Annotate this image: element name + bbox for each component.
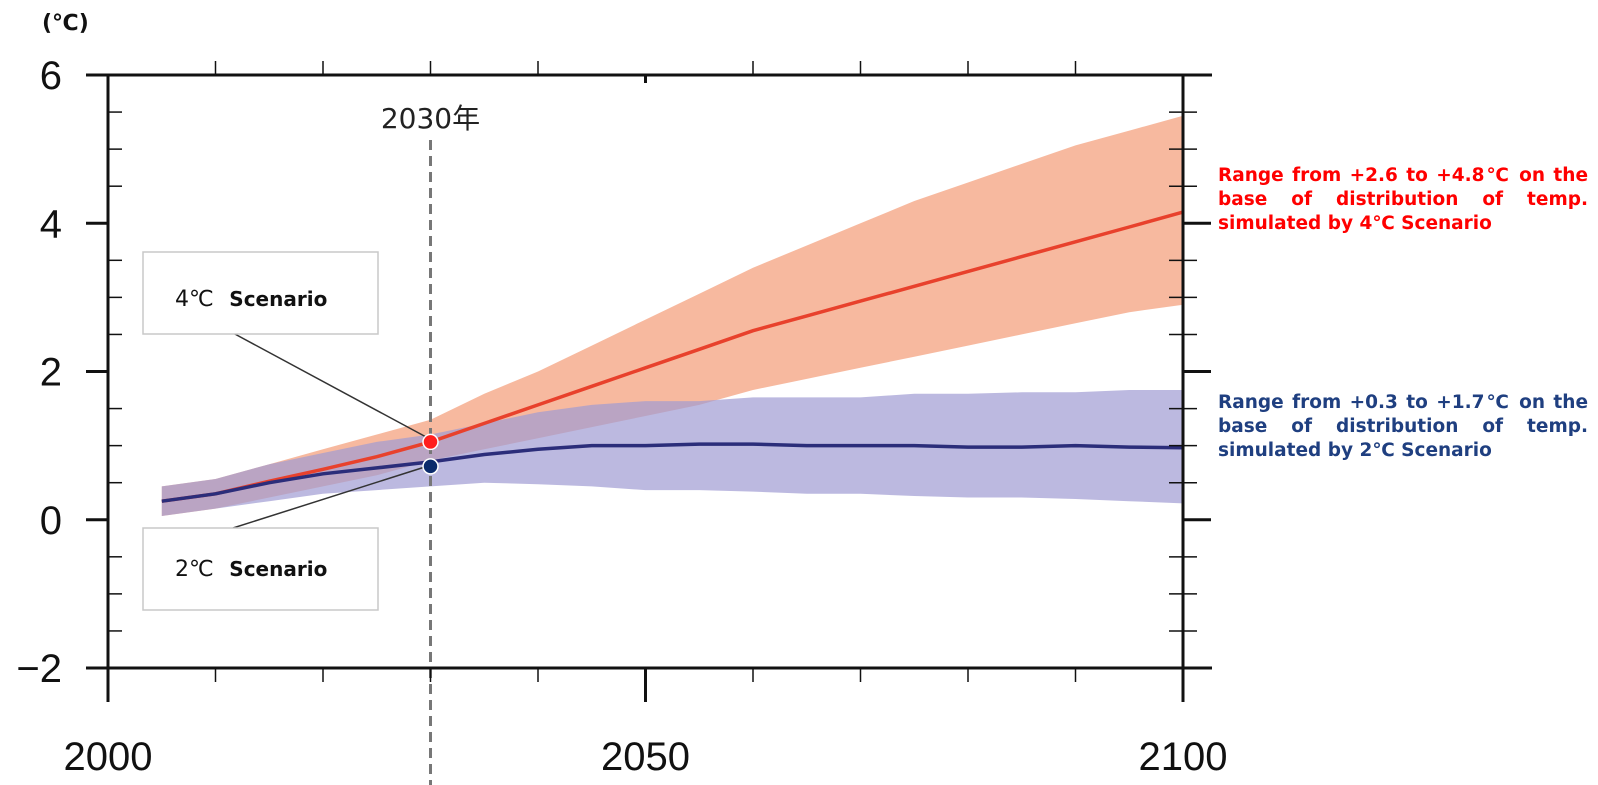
callout-leader-4c bbox=[232, 332, 429, 439]
callout-box-4c: 4℃ Scenario bbox=[142, 251, 379, 335]
point-2030-4c-scenario bbox=[422, 433, 439, 451]
callout-2c-temp: 2℃ bbox=[175, 557, 214, 582]
mean-line-2c-scenario bbox=[161, 442, 1184, 503]
x-tick-label: 2050 bbox=[601, 735, 690, 779]
callout-box-2c: 2℃ Scenario bbox=[142, 527, 379, 611]
callout-4c-label: 4℃ Scenario bbox=[175, 287, 327, 312]
axis-tick-labels: 2000 2050 2100 6 4 2 0 −2 bbox=[16, 54, 1227, 779]
year-2030-points bbox=[422, 433, 439, 475]
callout-4c-word: Scenario bbox=[229, 287, 327, 311]
callout-4c-temp: 4℃ bbox=[175, 287, 214, 312]
point-2030-2c-scenario bbox=[422, 458, 439, 475]
y-tick-label: 4 bbox=[40, 202, 62, 246]
unit-label: (℃) bbox=[42, 11, 89, 36]
mean-lines bbox=[161, 210, 1184, 503]
year-marker-label: 2030年 bbox=[381, 102, 480, 135]
y-tick-label: 6 bbox=[40, 54, 62, 98]
uncertainty-bands bbox=[161, 115, 1184, 517]
callout-leaders bbox=[232, 332, 429, 529]
callout-2c-word: Scenario bbox=[229, 557, 327, 581]
callout-2c-label: 2℃ Scenario bbox=[175, 557, 327, 582]
axis-ticks bbox=[86, 61, 1211, 702]
x-tick-label: 2100 bbox=[1139, 735, 1228, 779]
band-2c-scenario bbox=[161, 390, 1184, 516]
y-tick-label: 2 bbox=[40, 351, 62, 395]
band-4c-scenario bbox=[161, 115, 1184, 517]
y-tick-label: −2 bbox=[16, 647, 62, 691]
callout-leader-2c bbox=[232, 465, 429, 529]
annotation-2c-range: Range from +0.3 to +1.7℃ on the base of … bbox=[1218, 392, 1588, 461]
x-tick-label: 2000 bbox=[64, 735, 153, 779]
annotation-4c-range: Range from +2.6 to +4.8℃ on the base of … bbox=[1218, 165, 1588, 234]
callout-box-4c-frame bbox=[142, 251, 379, 335]
plot-frame bbox=[106, 73, 1212, 702]
y-tick-label: 0 bbox=[40, 499, 62, 543]
mean-line-4c-scenario bbox=[161, 210, 1184, 503]
callout-box-2c-frame bbox=[142, 527, 379, 611]
